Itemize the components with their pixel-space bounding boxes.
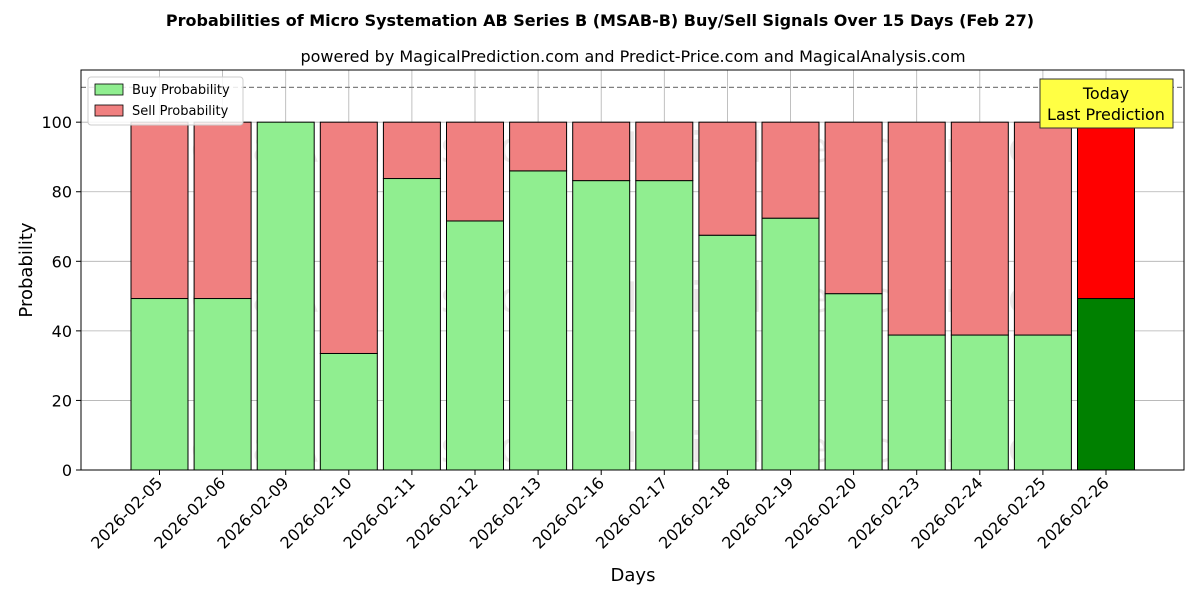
today-annotation-line2: Last Prediction [1047,105,1165,124]
bar-buy-2026-02-26 [1077,298,1135,471]
today-annotation-box [1039,78,1174,129]
bar-sell-2026-02-13 [509,121,568,172]
bar-buy-2026-02-16 [572,180,631,471]
bar-sell-2026-02-18 [698,121,757,236]
y-tick-label: 80 [52,183,72,202]
y-tick-label: 40 [52,322,72,341]
bar-buy-2026-02-10 [319,352,378,471]
chart-title: Probabilities of Micro Systemation AB Se… [166,11,1034,30]
bar-sell-2026-02-23 [887,121,946,336]
y-axis-label: Probability [16,222,37,317]
bar-sell-2026-02-06 [193,121,252,300]
today-annotation-line1: Today [1082,84,1129,103]
chart-subtitle: powered by MagicalPrediction.com and Pre… [300,47,965,66]
bar-sell-2026-02-19 [761,121,820,219]
bar-sell-2026-02-10 [319,121,378,354]
bar-buy-2026-02-24 [950,334,1009,471]
bar-sell-2026-02-25 [1013,121,1072,336]
legend-label-buy: Buy Probability [132,83,230,98]
bar-buy-2026-02-12 [446,220,504,471]
legend-swatch-buy [94,83,124,96]
bars-layer [130,121,1135,471]
legend-swatch-sell [94,104,124,117]
bar-buy-2026-02-06 [193,298,252,471]
x-axis: 2026-02-052026-02-062026-02-092026-02-10… [87,470,1113,553]
y-tick-label: 100 [41,113,72,132]
bar-buy-2026-02-18 [698,234,757,471]
y-axis: 0 20 40 60 80 100 [41,113,81,480]
y-tick-label: 20 [52,391,72,410]
bar-buy-2026-02-23 [887,334,946,471]
bar-sell-2026-02-16 [572,121,631,182]
legend: Buy Probability Sell Probability [87,76,244,126]
legend-label-sell: Sell Probability [132,104,229,119]
bar-sell-2026-02-11 [382,121,441,180]
bar-sell-2026-02-20 [824,121,883,295]
bar-buy-2026-02-20 [824,293,883,471]
plot-frame [80,69,1185,471]
bar-sell-2026-02-17 [635,121,694,182]
x-axis-label: Days [611,565,656,586]
bar-buy-2026-02-17 [635,180,694,471]
bar-sell-2026-02-05 [130,121,189,300]
bar-buy-2026-02-19 [761,217,820,471]
bar-buy-2026-02-25 [1013,334,1072,471]
bar-buy-2026-02-05 [130,298,189,471]
y-tick-label: 60 [52,252,72,271]
bar-sell-2026-02-24 [950,121,1009,336]
bar-sell-2026-02-12 [446,121,504,222]
legend-box [87,76,244,126]
bar-buy-2026-02-13 [509,170,568,471]
y-tick-label: 0 [62,461,72,480]
bar-buy-2026-02-11 [382,178,441,471]
today-annotation: Today Last Prediction [1039,78,1174,129]
bar-sell-2026-02-26 [1077,121,1135,300]
bar-buy-2026-02-09 [256,121,315,471]
